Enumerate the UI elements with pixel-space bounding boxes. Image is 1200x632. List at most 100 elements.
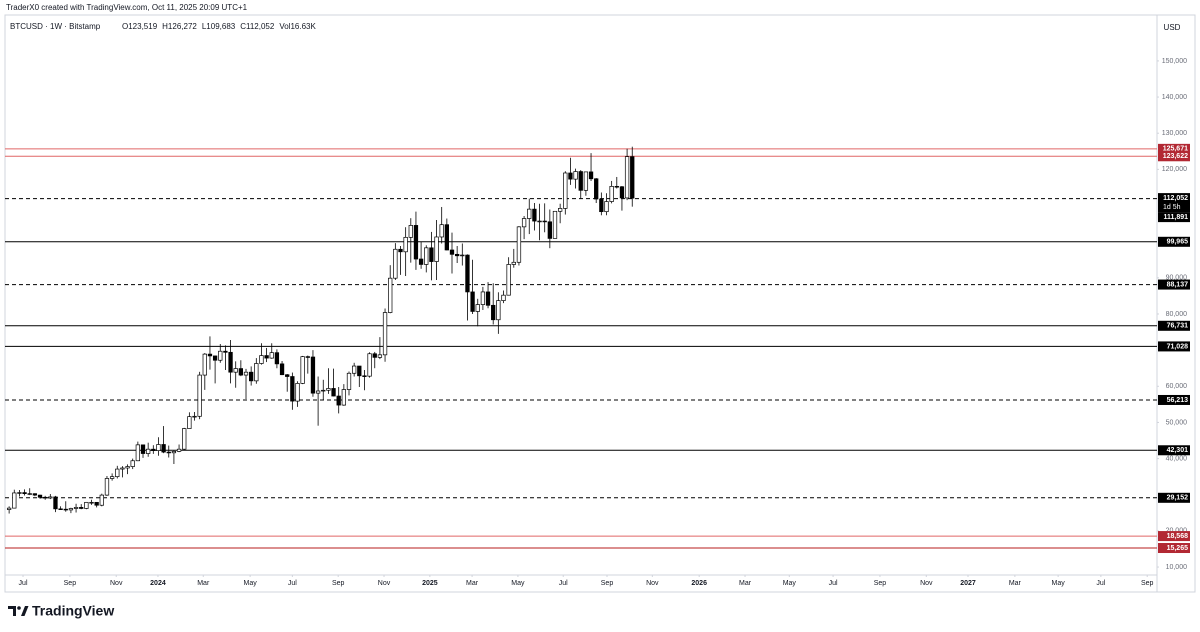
- candle-body: [238, 368, 244, 376]
- candle-body: [475, 304, 480, 312]
- candle-body: [372, 353, 377, 358]
- level-label-box: [1158, 531, 1190, 542]
- candle-body: [563, 172, 568, 209]
- x-tick-label: Mar: [197, 580, 210, 587]
- candle-body: [367, 353, 372, 377]
- candle-body: [233, 368, 238, 373]
- candle-body: [547, 221, 552, 239]
- candle-body: [120, 467, 125, 470]
- candle-body: [413, 225, 419, 260]
- candle-body: [388, 277, 393, 313]
- candle-body: [578, 171, 583, 191]
- x-tick-label: Nov: [646, 580, 659, 587]
- candle-body: [357, 365, 362, 377]
- y-tick-label: 50,000: [1166, 419, 1188, 426]
- level-label: 99,965: [1167, 239, 1189, 246]
- x-tick-label: Sep: [64, 580, 77, 587]
- candle-body: [197, 374, 202, 417]
- candle-body: [53, 496, 58, 510]
- candle-body: [315, 390, 321, 394]
- candle-body: [212, 355, 218, 361]
- candle-body: [295, 383, 300, 402]
- level-label: 125,671: [1163, 146, 1188, 153]
- candle-body: [630, 156, 635, 199]
- level-label: 123,622: [1163, 153, 1188, 160]
- candle-body: [254, 363, 259, 382]
- candle-body: [573, 171, 578, 180]
- x-tick-label: Mar: [466, 580, 479, 587]
- candle-body: [84, 501, 89, 509]
- candle-body: [300, 356, 305, 384]
- level-label-box: [1158, 236, 1190, 247]
- candle-body: [480, 291, 486, 305]
- candle-body: [557, 208, 563, 212]
- x-tick-label: 2025: [422, 580, 438, 587]
- candle-body: [259, 355, 264, 364]
- x-tick-label: Sep: [1141, 580, 1154, 587]
- candle-body: [171, 451, 177, 454]
- candle-body: [79, 507, 84, 509]
- ohlc-legend-item: C112,052: [240, 22, 275, 31]
- candle-body: [17, 492, 22, 494]
- y-tick-label: 90,000: [1166, 275, 1188, 282]
- candle-body: [32, 493, 38, 496]
- price-label: 112,052: [1163, 195, 1188, 202]
- candle-body: [109, 476, 115, 479]
- level-label-box: [1158, 279, 1190, 290]
- tradingview-logo: TradingView: [8, 603, 114, 619]
- price-unit: USD: [1164, 23, 1181, 32]
- candle-body: [521, 218, 527, 228]
- level-label-box: [1158, 543, 1190, 554]
- candle-body: [58, 508, 63, 510]
- level-label: 76,731: [1167, 323, 1189, 330]
- candle-body: [104, 478, 110, 496]
- candle-body: [264, 355, 269, 359]
- y-tick-label: 10,000: [1166, 564, 1188, 571]
- candle-body: [532, 208, 537, 222]
- candle-body: [99, 494, 104, 506]
- x-tick-label: Jul: [19, 580, 28, 587]
- level-label-box: [1158, 492, 1190, 503]
- candle-body: [151, 448, 156, 451]
- x-tick-label: 2026: [691, 580, 707, 587]
- x-tick-label: Jul: [1096, 580, 1105, 587]
- candle-body: [161, 444, 166, 453]
- candle-body: [583, 171, 589, 191]
- candle-body: [501, 294, 506, 301]
- candle-body: [48, 496, 53, 499]
- candle-body: [218, 350, 223, 361]
- candle-body: [449, 249, 455, 255]
- candle-body: [429, 247, 434, 262]
- logo-mark: [21, 606, 29, 616]
- ohlc-legend-item: Vol16.63K: [279, 22, 316, 31]
- candle-body: [68, 508, 74, 511]
- y-tick-label: 60,000: [1166, 383, 1188, 390]
- candle-body: [527, 208, 532, 219]
- candle-body: [496, 300, 501, 321]
- candle-body: [604, 201, 609, 213]
- candle-body: [94, 501, 99, 506]
- candle-body: [491, 304, 496, 321]
- candle-body: [624, 156, 630, 199]
- x-tick-label: Jul: [559, 580, 568, 587]
- level-label: 71,028: [1167, 343, 1189, 350]
- candle-body: [393, 248, 398, 279]
- candle-body: [182, 428, 187, 450]
- candle-body: [228, 351, 233, 373]
- level-label-box: [1158, 143, 1190, 154]
- ohlc-legend-item: L109,683: [202, 22, 236, 31]
- x-tick-label: Mar: [1009, 580, 1022, 587]
- price-label-box: [1158, 193, 1190, 213]
- level-label-box: [1158, 151, 1190, 162]
- candle-body: [465, 254, 470, 293]
- brand: TradingView: [32, 603, 114, 619]
- logo-mark: [8, 606, 16, 616]
- price-countdown: 1d 5h: [1163, 204, 1181, 211]
- candle-body: [336, 395, 341, 406]
- x-tick-label: 2024: [150, 580, 166, 587]
- candle-body: [588, 171, 594, 180]
- x-tick-label: Nov: [920, 580, 933, 587]
- candle-body: [542, 220, 547, 223]
